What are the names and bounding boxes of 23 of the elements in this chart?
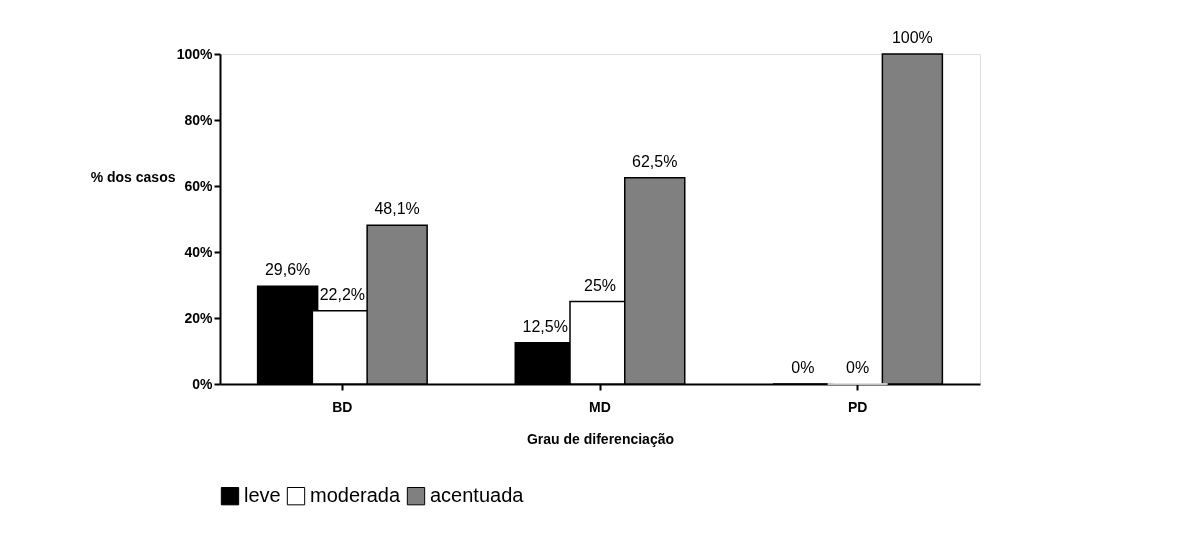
data-label: 29,6% [264,261,311,279]
data-label: 0% [846,359,870,376]
legend-label: moderada [310,484,401,507]
y-axis-title: % dos casos [90,168,176,185]
y-tick-label: 100% [176,45,214,62]
data-label: 12,5% [522,317,568,335]
data-label: 100% [891,29,933,46]
legend-label: leve [244,484,281,507]
x-tick-label: PD [847,398,868,415]
data-label: 62,5% [632,152,678,170]
x-axis-title: Grau de diferenciação [526,430,675,447]
y-tick-label: 20% [184,309,214,326]
y-tick-label: 60% [184,177,214,194]
legend-label: acentuada [430,484,525,507]
y-tick-label: 0% [192,375,214,392]
data-label: 22,2% [319,285,366,303]
data-label: 48,1% [374,200,420,218]
x-tick-label: MD [589,398,611,415]
x-tick-label: BD [332,398,353,415]
data-label: 25% [583,276,617,294]
y-tick-label: 80% [184,111,214,128]
data-label: 0% [791,359,815,376]
y-tick-label: 40% [184,243,214,260]
